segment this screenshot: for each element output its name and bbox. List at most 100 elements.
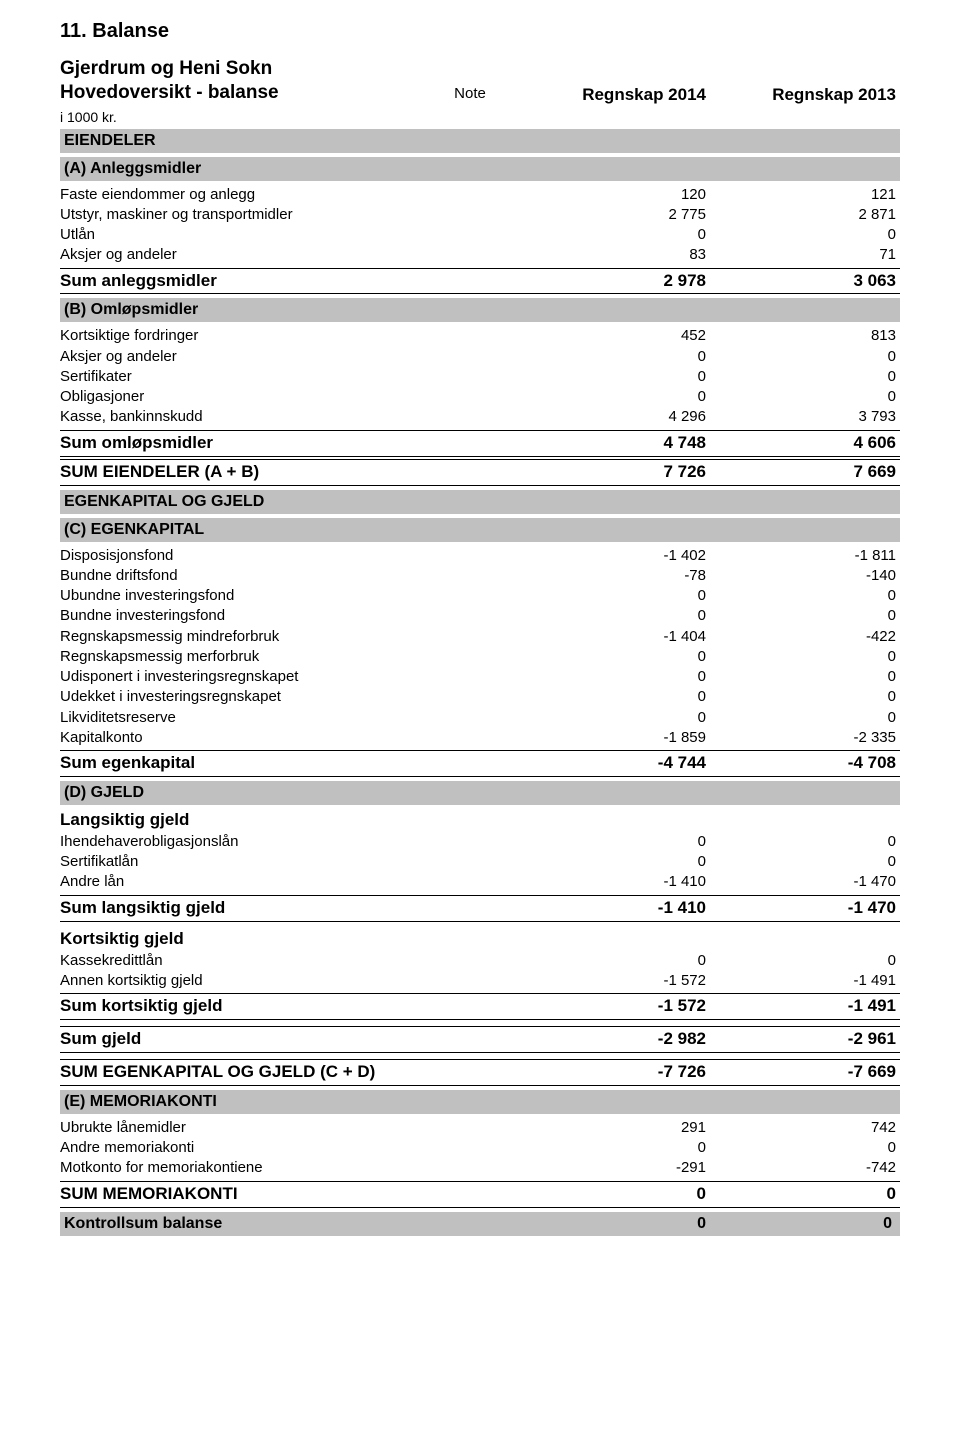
table-row: Ihendehaverobligasjonslån00 <box>60 832 900 852</box>
row-note <box>420 245 520 265</box>
table-row: Ubundne investeringsfond00 <box>60 586 900 606</box>
sum-label: Sum langsiktig gjeld <box>60 897 420 920</box>
sum-label: Sum egenkapital <box>60 752 420 775</box>
sum-val1: -7 726 <box>520 1061 710 1084</box>
table-row: Kapitalkonto-1 859-2 335 <box>60 728 900 748</box>
row-value-1: -1 410 <box>520 872 710 892</box>
sum-val1: -4 744 <box>520 752 710 775</box>
report-header-row: Gjerdrum og Heni Sokn Hovedoversikt - ba… <box>60 57 900 105</box>
row-value-2: -140 <box>710 566 900 586</box>
row-note <box>420 407 520 427</box>
row-value-2: 742 <box>710 1118 900 1138</box>
row-label: Ubrukte lånemidler <box>60 1118 420 1138</box>
row-value-2: 0 <box>710 367 900 387</box>
row-value-2: 813 <box>710 326 900 346</box>
report-subtitle: Hovedoversikt - balanse <box>60 81 420 105</box>
row-note <box>420 1118 520 1138</box>
row-value-1: 0 <box>520 1138 710 1158</box>
row-label: Ubundne investeringsfond <box>60 586 420 606</box>
row-value-2: 0 <box>710 647 900 667</box>
table-row: Disposisjonsfond-1 402-1 811 <box>60 546 900 566</box>
table-row: Udekket i investeringsregnskapet00 <box>60 687 900 707</box>
row-note <box>420 667 520 687</box>
row-label: Aksjer og andeler <box>60 245 420 265</box>
row-value-1: -1 572 <box>520 971 710 991</box>
row-note <box>420 647 520 667</box>
table-row: Aksjer og andeler8371 <box>60 245 900 265</box>
row-note <box>420 367 520 387</box>
row-note <box>420 387 520 407</box>
table-row: Motkonto for memoriakontiene-291-742 <box>60 1158 900 1178</box>
row-value-1: -291 <box>520 1158 710 1178</box>
row-value-1: -1 404 <box>520 627 710 647</box>
sum-label: Sum omløpsmidler <box>60 432 420 455</box>
sum-label: Sum kortsiktig gjeld <box>60 995 420 1018</box>
sum-val1: 7 726 <box>520 461 710 484</box>
row-label: Utlån <box>60 225 420 245</box>
row-note <box>420 872 520 892</box>
sum-note <box>420 1061 520 1084</box>
row-label: Andre memoriakonti <box>60 1138 420 1158</box>
row-value-1: 83 <box>520 245 710 265</box>
row-label: Udekket i investeringsregnskapet <box>60 687 420 707</box>
table-row: Obligasjoner00 <box>60 387 900 407</box>
row-label: Udisponert i investeringsregnskapet <box>60 667 420 687</box>
row-label: Kassekredittlån <box>60 951 420 971</box>
table-row: Kortsiktige fordringer452813 <box>60 326 900 346</box>
sum-langsiktig-gjeld: Sum langsiktig gjeld -1 410 -1 470 <box>60 895 900 922</box>
sum-omlopsmidler: Sum omløpsmidler 4 748 4 606 <box>60 430 900 457</box>
column-header-note: Note <box>420 85 520 105</box>
row-value-2: -1 491 <box>710 971 900 991</box>
sum-note <box>420 1183 520 1206</box>
table-row: Ubrukte lånemidler 291742 <box>60 1118 900 1138</box>
langsiktig-gjeld-header: Langsiktig gjeld <box>60 809 900 832</box>
section-b-omlopsmidler: (B) Omløpsmidler <box>60 298 900 322</box>
page-title-text: Balanse <box>92 20 169 42</box>
sum-note <box>420 270 520 293</box>
sum-val1: 4 748 <box>520 432 710 455</box>
row-value-2: -742 <box>710 1158 900 1178</box>
table-row: Bundne driftsfond-78-140 <box>60 566 900 586</box>
row-value-1: 452 <box>520 326 710 346</box>
section-e-memoriakonti: (E) MEMORIAKONTI <box>60 1090 900 1114</box>
sum-kortsiktig-gjeld: Sum kortsiktig gjeld -1 572 -1 491 <box>60 993 900 1020</box>
row-note <box>420 728 520 748</box>
row-value-2: 0 <box>710 667 900 687</box>
column-headers: Note Regnskap 2014 Regnskap 2013 <box>420 85 900 105</box>
sum-anleggsmidler: Sum anleggsmidler 2 978 3 063 <box>60 268 900 295</box>
sum-val2: 3 063 <box>710 270 900 293</box>
row-value-2: 0 <box>710 708 900 728</box>
row-note <box>420 832 520 852</box>
table-row: Andre memoriakonti00 <box>60 1138 900 1158</box>
row-value-1: 0 <box>520 708 710 728</box>
section-c-egenkap: (C) EGENKAPITAL <box>60 518 900 542</box>
report-header-left: Gjerdrum og Heni Sokn Hovedoversikt - ba… <box>60 57 420 105</box>
column-header-year2: Regnskap 2013 <box>710 85 900 105</box>
row-note <box>420 1138 520 1158</box>
sum-note <box>420 897 520 920</box>
row-note <box>420 852 520 872</box>
sum-note <box>420 432 520 455</box>
table-row: Regnskapsmessig merforbruk00 <box>60 647 900 667</box>
row-value-2: 3 793 <box>710 407 900 427</box>
table-row: Regnskapsmessig mindreforbruk-1 404-422 <box>60 627 900 647</box>
row-value-1: 0 <box>520 367 710 387</box>
row-value-1: 0 <box>520 667 710 687</box>
sum-note <box>420 995 520 1018</box>
row-note <box>420 205 520 225</box>
table-row: Andre lån-1 410-1 470 <box>60 872 900 892</box>
row-label: Obligasjoner <box>60 387 420 407</box>
kontrollsum-v2: 0 <box>710 1215 896 1233</box>
row-label: Kasse, bankinnskudd <box>60 407 420 427</box>
row-label: Utstyr, maskiner og transportmidler <box>60 205 420 225</box>
sum-label: SUM EIENDELER (A + B) <box>60 461 420 484</box>
row-label: Regnskapsmessig merforbruk <box>60 647 420 667</box>
row-value-1: 0 <box>520 832 710 852</box>
row-label: Bundne investeringsfond <box>60 606 420 626</box>
row-value-1: 291 <box>520 1118 710 1138</box>
sum-val2: -4 708 <box>710 752 900 775</box>
row-note <box>420 347 520 367</box>
table-row: Utstyr, maskiner og transportmidler2 775… <box>60 205 900 225</box>
row-value-2: 0 <box>710 347 900 367</box>
row-value-2: 0 <box>710 852 900 872</box>
